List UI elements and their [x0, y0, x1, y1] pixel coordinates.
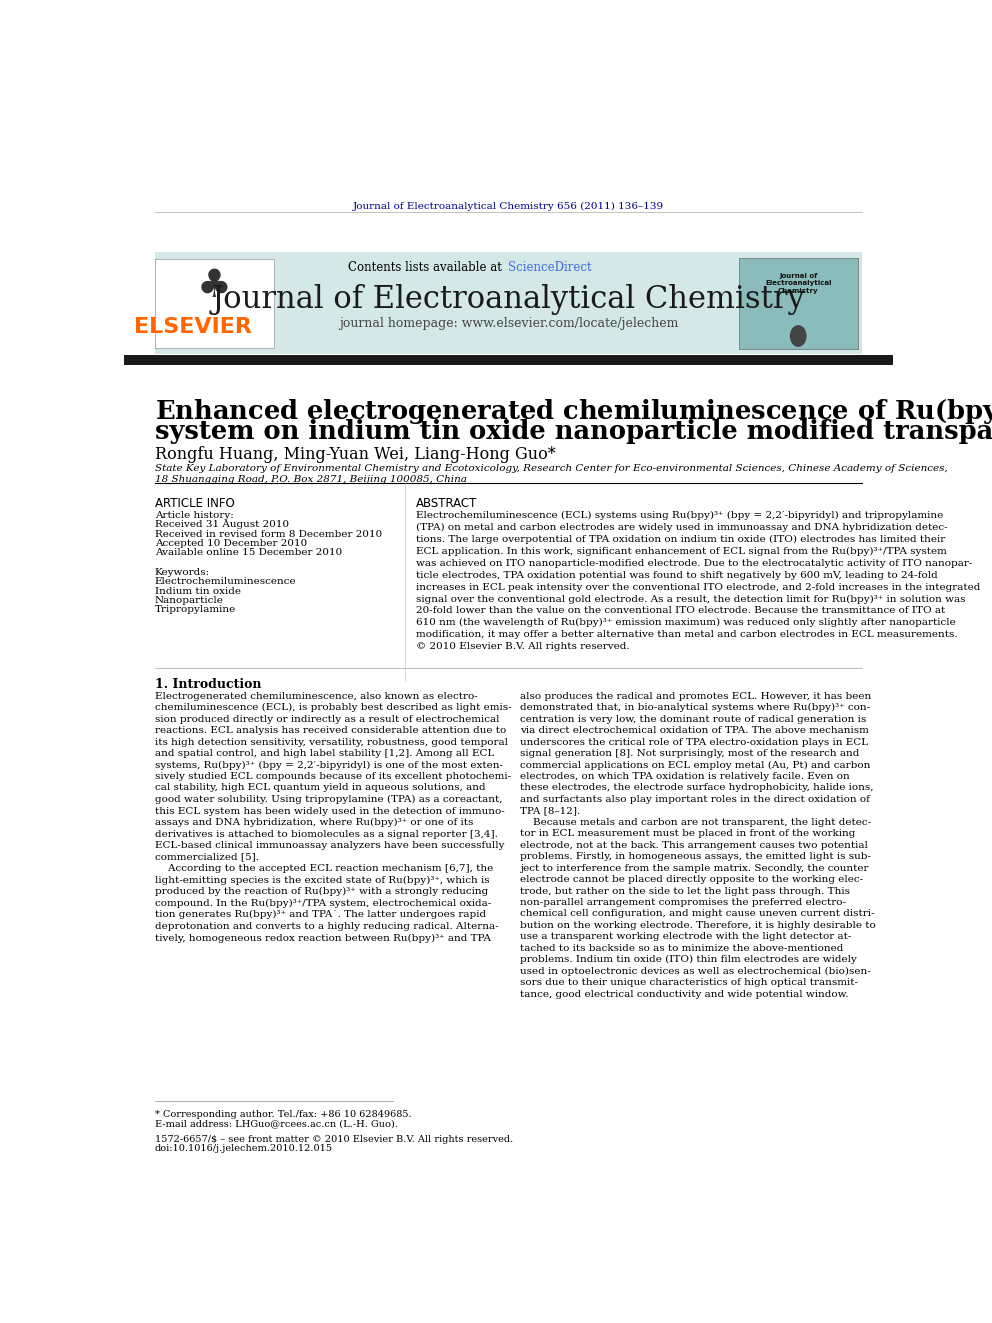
- FancyBboxPatch shape: [155, 253, 862, 355]
- Text: E-mail address: LHGuo@rcees.ac.cn (L.-H. Guo).: E-mail address: LHGuo@rcees.ac.cn (L.-H.…: [155, 1119, 398, 1129]
- Circle shape: [791, 325, 806, 347]
- Text: Indium tin oxide: Indium tin oxide: [155, 586, 241, 595]
- Text: Electrogenerated chemiluminescence, also known as electro-
chemiluminescence (EC: Electrogenerated chemiluminescence, also…: [155, 692, 512, 942]
- Text: Contents lists available at: Contents lists available at: [348, 261, 506, 274]
- Text: system on indium tin oxide nanoparticle modified transparent electrode: system on indium tin oxide nanoparticle …: [155, 418, 992, 443]
- Text: ABSTRACT: ABSTRACT: [417, 497, 477, 509]
- Text: Received 31 August 2010: Received 31 August 2010: [155, 520, 289, 529]
- Text: also produces the radical and promotes ECL. However, it has been
demonstrated th: also produces the radical and promotes E…: [520, 692, 876, 999]
- FancyBboxPatch shape: [739, 258, 858, 349]
- Text: ELSEVIER: ELSEVIER: [134, 316, 252, 336]
- Text: Received in revised form 8 December 2010: Received in revised form 8 December 2010: [155, 529, 382, 538]
- Text: 1. Introduction: 1. Introduction: [155, 679, 261, 692]
- Text: Journal of
Electroanalytical
Chemistry: Journal of Electroanalytical Chemistry: [765, 273, 831, 294]
- Text: Rongfu Huang, Ming-Yuan Wei, Liang-Hong Guo*: Rongfu Huang, Ming-Yuan Wei, Liang-Hong …: [155, 446, 556, 463]
- Text: Journal of Electroanalytical Chemistry: Journal of Electroanalytical Chemistry: [211, 284, 806, 315]
- Text: ♣: ♣: [196, 267, 231, 306]
- Text: doi:10.1016/j.jelechem.2010.12.015: doi:10.1016/j.jelechem.2010.12.015: [155, 1144, 332, 1152]
- FancyBboxPatch shape: [124, 356, 893, 365]
- Text: ARTICLE INFO: ARTICLE INFO: [155, 497, 234, 509]
- Text: Available online 15 December 2010: Available online 15 December 2010: [155, 548, 342, 557]
- Text: Article history:: Article history:: [155, 511, 233, 520]
- Text: Tripropylamine: Tripropylamine: [155, 605, 236, 614]
- Text: 1572-6657/$ – see front matter © 2010 Elsevier B.V. All rights reserved.: 1572-6657/$ – see front matter © 2010 El…: [155, 1135, 513, 1143]
- Text: Nanoparticle: Nanoparticle: [155, 595, 223, 605]
- Text: State Key Laboratory of Environmental Chemistry and Ecotoxicology, Research Cent: State Key Laboratory of Environmental Ch…: [155, 464, 947, 474]
- Text: * Corresponding author. Tel./fax: +86 10 62849685.: * Corresponding author. Tel./fax: +86 10…: [155, 1110, 412, 1119]
- Text: Electrochemiluminescence: Electrochemiluminescence: [155, 577, 297, 586]
- Text: 18 Shuangqing Road, P.O. Box 2871, Beijing 100085, China: 18 Shuangqing Road, P.O. Box 2871, Beiji…: [155, 475, 466, 484]
- Text: journal homepage: www.elsevier.com/locate/jelechem: journal homepage: www.elsevier.com/locat…: [338, 316, 679, 329]
- Text: Accepted 10 December 2010: Accepted 10 December 2010: [155, 538, 307, 548]
- Text: Electrochemiluminescence (ECL) systems using Ru(bpy)³⁺ (bpy = 2,2′-bipyridyl) an: Electrochemiluminescence (ECL) systems u…: [417, 511, 980, 651]
- Text: Enhanced electrogenerated chemiluminescence of Ru(bpy)$_{3}^{2+}$/tripropylamine: Enhanced electrogenerated chemiluminesce…: [155, 393, 992, 429]
- Text: Journal of Electroanalytical Chemistry 656 (2011) 136–139: Journal of Electroanalytical Chemistry 6…: [353, 201, 664, 210]
- Text: Keywords:: Keywords:: [155, 569, 210, 577]
- Text: ScienceDirect: ScienceDirect: [509, 261, 592, 274]
- FancyBboxPatch shape: [155, 258, 274, 348]
